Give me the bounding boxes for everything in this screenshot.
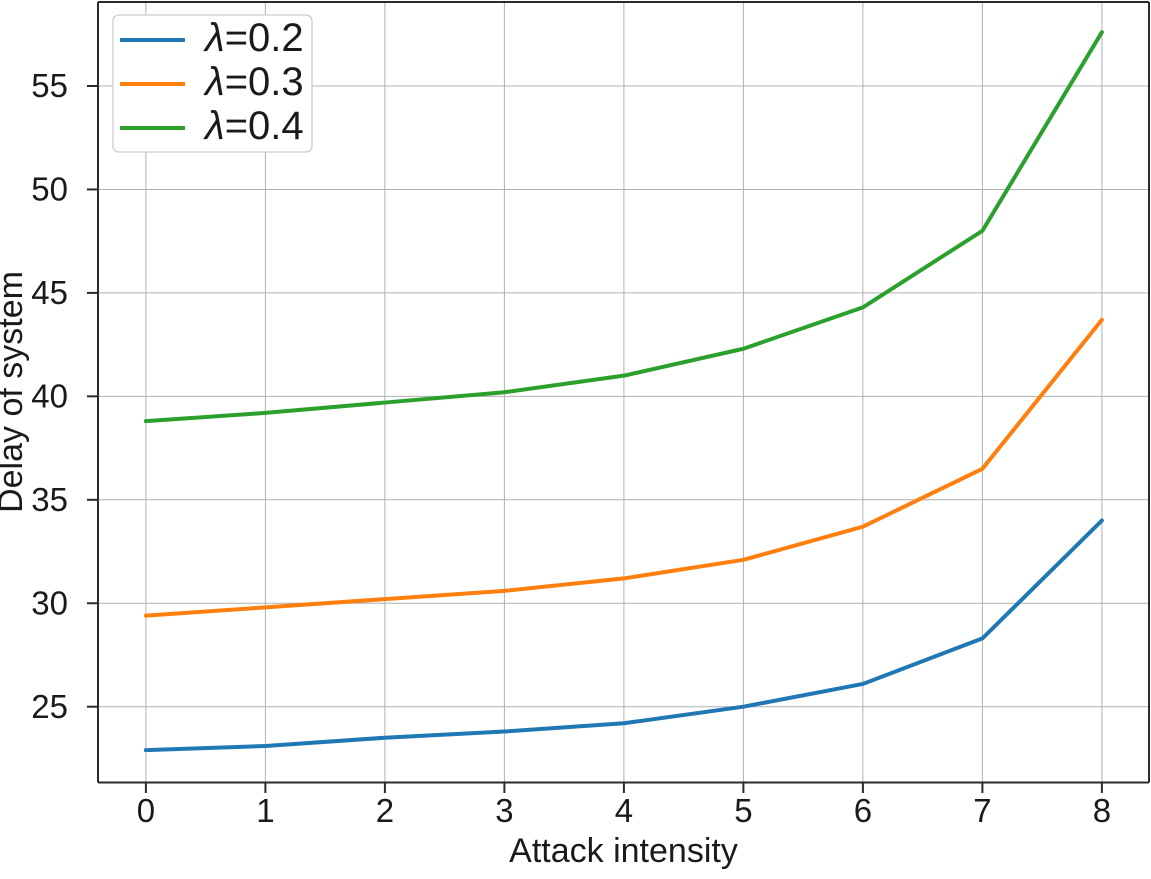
svg-text:55: 55: [31, 67, 68, 104]
svg-text:25: 25: [31, 688, 68, 725]
svg-text:2: 2: [376, 792, 394, 829]
svg-text:50: 50: [31, 171, 68, 208]
svg-text:7: 7: [973, 792, 991, 829]
svg-text:λ=0.2: λ=0.2: [203, 16, 304, 60]
svg-text:8: 8: [1093, 792, 1111, 829]
svg-text:λ=0.3: λ=0.3: [203, 60, 304, 104]
svg-text:5: 5: [734, 792, 752, 829]
svg-text:0: 0: [137, 792, 155, 829]
svg-text:Attack intensity: Attack intensity: [509, 832, 738, 870]
svg-text:Delay of system: Delay of system: [0, 271, 30, 513]
svg-text:40: 40: [31, 378, 68, 415]
svg-text:3: 3: [495, 792, 513, 829]
svg-text:30: 30: [31, 585, 68, 622]
svg-text:45: 45: [31, 274, 68, 311]
svg-text:4: 4: [615, 792, 633, 829]
svg-text:6: 6: [854, 792, 872, 829]
svg-text:λ=0.4: λ=0.4: [203, 104, 304, 148]
svg-text:1: 1: [256, 792, 274, 829]
svg-text:35: 35: [31, 481, 68, 518]
